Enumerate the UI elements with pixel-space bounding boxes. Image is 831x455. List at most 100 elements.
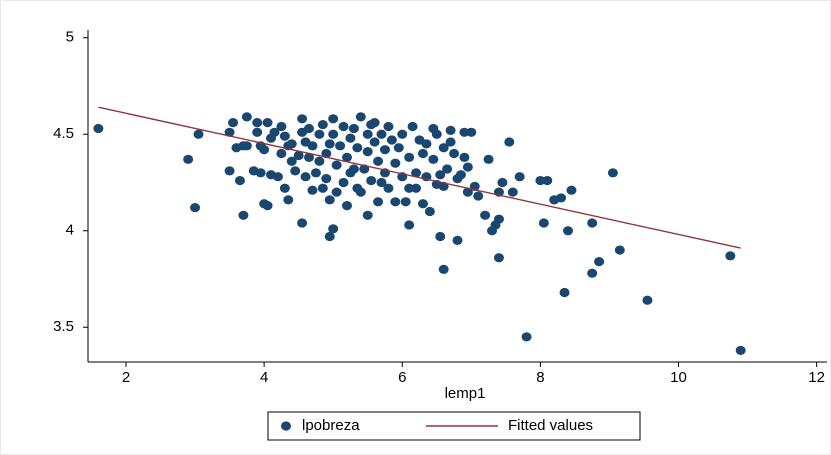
data-point [234, 175, 245, 186]
data-point [324, 139, 335, 149]
data-point [304, 123, 315, 134]
data-point [297, 114, 308, 124]
data-point [417, 199, 428, 209]
data-point [449, 148, 460, 159]
data-point [466, 127, 477, 137]
data-point [435, 170, 446, 180]
data-point [328, 114, 339, 124]
x-tick-label: 10 [670, 369, 687, 386]
data-point [283, 195, 294, 205]
data-point [276, 121, 287, 132]
data-point [317, 183, 328, 193]
data-point [338, 121, 349, 132]
data-point [421, 139, 432, 149]
x-axis-title: lemp1 [445, 385, 486, 402]
data-point [193, 129, 204, 139]
data-point [587, 218, 598, 228]
y-tick-label: 4.5 [53, 125, 74, 142]
data-point [348, 123, 359, 134]
data-point [459, 127, 470, 137]
data-point [366, 175, 377, 186]
data-point [445, 125, 456, 135]
data-point [276, 148, 287, 159]
data-point [538, 218, 549, 228]
data-point [428, 154, 439, 164]
data-point [431, 129, 442, 139]
data-point [535, 175, 546, 186]
data-point [252, 127, 263, 137]
data-point [238, 210, 249, 220]
data-point [587, 268, 598, 278]
data-point [328, 129, 339, 139]
x-tick-label: 4 [260, 369, 268, 386]
data-point [504, 137, 515, 147]
data-point [462, 187, 473, 197]
data-point [566, 185, 577, 195]
data-point [483, 154, 494, 164]
data-point [407, 121, 418, 132]
data-point [390, 197, 401, 207]
data-point [376, 177, 387, 188]
data-point [355, 112, 366, 122]
data-point [563, 226, 574, 236]
data-point [341, 201, 352, 211]
data-point [241, 141, 252, 151]
data-point [307, 141, 318, 151]
data-point [321, 174, 332, 184]
data-point [345, 133, 356, 143]
data-point [352, 183, 363, 193]
data-point [341, 152, 352, 162]
legend-label: Fitted values [508, 417, 593, 434]
x-tick-label: 6 [398, 369, 406, 386]
data-point [521, 332, 532, 342]
data-point [542, 175, 553, 186]
data-point [228, 118, 239, 128]
x-tick-label: 2 [122, 369, 130, 386]
data-point [452, 235, 463, 245]
data-point [411, 168, 422, 178]
data-point [369, 137, 380, 147]
data-point [438, 143, 449, 153]
data-point [493, 214, 504, 224]
data-point [314, 156, 325, 166]
data-point [362, 210, 373, 220]
data-point [411, 183, 422, 193]
data-point [324, 195, 335, 205]
data-point [331, 187, 342, 197]
data-point [293, 150, 304, 161]
data-point [259, 145, 270, 155]
data-point [452, 174, 463, 184]
data-point [300, 172, 311, 182]
data-point [438, 264, 449, 274]
data-point [594, 257, 605, 267]
data-point [269, 127, 280, 137]
data-point [435, 231, 446, 242]
data-point [376, 129, 387, 139]
legend-marker [281, 421, 291, 431]
data-point [335, 141, 346, 151]
data-point [459, 152, 470, 162]
data-point [379, 145, 390, 155]
data-point [345, 168, 356, 178]
data-point [373, 197, 384, 207]
data-point [324, 231, 335, 242]
data-point [224, 127, 235, 137]
data-point [190, 202, 201, 213]
data-point [507, 187, 518, 197]
data-point [424, 206, 435, 217]
data-point [307, 185, 318, 195]
data-point [383, 183, 394, 193]
x-tick-label: 8 [536, 369, 544, 386]
data-point [497, 177, 508, 188]
data-point [473, 191, 484, 201]
data-point [286, 156, 297, 166]
data-point [328, 224, 339, 234]
data-point [383, 121, 394, 132]
data-point [462, 162, 473, 172]
y-tick-label: 4 [66, 222, 74, 239]
data-point [279, 131, 290, 141]
data-point [393, 143, 404, 153]
x-tick-label: 12 [808, 369, 825, 386]
